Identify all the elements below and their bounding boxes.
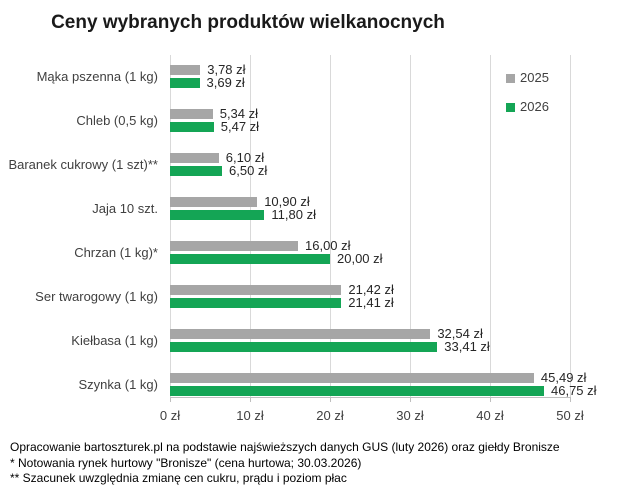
- bar-2026: [170, 210, 265, 220]
- bar-value-label-2025: 10,90 zł: [264, 194, 310, 209]
- gridline: [170, 55, 171, 397]
- bar-value-label-2025: 3,78 zł: [207, 62, 246, 77]
- bar-value-label-2025: 21,42 zł: [348, 282, 394, 297]
- bar-2025: [170, 197, 258, 207]
- legend-label-2026: 2026: [520, 99, 549, 114]
- bar-2026: [170, 386, 544, 396]
- gridline: [330, 55, 331, 397]
- axis-tick: [490, 397, 491, 402]
- bar-2025: [170, 329, 431, 339]
- axis-tick: [570, 397, 571, 402]
- bar-2026: [170, 298, 342, 308]
- axis-tick: [410, 397, 411, 402]
- bar-2025: [170, 109, 213, 119]
- bar-value-label-2025: 32,54 zł: [437, 326, 483, 341]
- bar-value-label-2025: 45,49 zł: [540, 370, 587, 385]
- bar-value-label-2026: 33,41 zł: [444, 339, 490, 354]
- x-tick-label: 0 zł: [159, 408, 181, 423]
- gridline: [410, 55, 411, 397]
- bar-2025: [170, 65, 201, 75]
- footnote-asterisk: * Notowania rynek hurtowy "Bronisze" (ce…: [10, 455, 362, 470]
- bar-2025: [170, 241, 298, 251]
- bar-value-label-2025: 5,34 zł: [219, 106, 259, 121]
- axis-tick: [330, 397, 331, 402]
- bar-2025: [170, 285, 342, 295]
- category-label: Baranek cukrowy (1 szt)**: [8, 157, 158, 172]
- legend-item-2026: 2026: [506, 100, 549, 114]
- legend-item-2025: 2025: [506, 71, 549, 85]
- category-label: Kiełbasa (1 kg): [71, 333, 158, 348]
- bar-2026: [170, 166, 222, 176]
- footnote-double-asterisk: ** Szacunek uwzględnia zmianę cen cukru,…: [10, 471, 347, 485]
- footnote-source: Opracowanie bartoszturek.pl na podstawie…: [10, 440, 560, 454]
- x-tick-label: 40 zł: [476, 408, 504, 423]
- bar-value-label-2025: 16,00 zł: [305, 238, 351, 253]
- x-tick-label: 30 zł: [396, 408, 424, 423]
- category-label: Szynka (1 kg): [78, 377, 158, 392]
- legend-label-2025: 2025: [520, 70, 549, 85]
- bar-value-label-2026: 20,00 zł: [337, 251, 383, 266]
- bar-value-label-2025: 6,10 zł: [225, 150, 265, 165]
- bar-2025: [170, 153, 219, 163]
- bar-value-label-2026: 21,41 zł: [348, 295, 394, 310]
- axis-tick: [170, 397, 171, 402]
- category-label: Jaja 10 szt.: [92, 201, 158, 216]
- category-label: Ser twarogowy (1 kg): [35, 289, 158, 304]
- bar-value-label-2026: 46,75 zł: [551, 383, 597, 398]
- x-tick-label: 50 zł: [556, 408, 584, 423]
- bar-value-label-2026: 6,50 zł: [229, 163, 268, 178]
- bar-value-label-2026: 11,80 zł: [271, 207, 316, 222]
- category-label: Mąka pszenna (1 kg): [36, 69, 158, 84]
- category-label: Chleb (0,5 kg): [76, 113, 158, 128]
- gridline: [570, 55, 571, 397]
- bar-2026: [170, 122, 214, 132]
- x-axis-line: [170, 397, 570, 398]
- chart-title: Ceny wybranych produktów wielkanocnych: [51, 12, 445, 33]
- gridline: [490, 55, 491, 397]
- bar-2026: [170, 78, 200, 88]
- bar-2026: [170, 342, 438, 352]
- bar-2026: [170, 254, 330, 264]
- x-tick-label: 10 zł: [236, 408, 264, 423]
- footnotes: Opracowanie bartoszturek.pl na podstawie…: [10, 440, 560, 487]
- gridline: [250, 55, 251, 397]
- bar-value-label-2026: 3,69 zł: [206, 75, 245, 90]
- category-label: Chrzan (1 kg)*: [74, 245, 158, 260]
- bar-value-label-2026: 5,47 zł: [220, 119, 260, 134]
- x-tick-label: 20 zł: [316, 408, 344, 423]
- legend-marker-2026: [506, 102, 515, 112]
- legend-marker-2025: [506, 73, 515, 83]
- axis-tick: [250, 397, 251, 402]
- legend: 2025 2026: [506, 71, 549, 129]
- bar-2025: [170, 373, 534, 383]
